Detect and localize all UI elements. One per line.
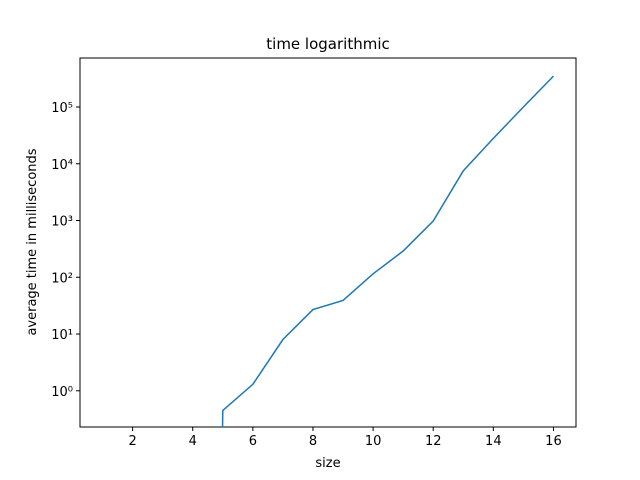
y-tick-label: 10⁵ bbox=[51, 101, 73, 116]
y-tick-label: 10² bbox=[51, 271, 73, 286]
x-tick-label: 8 bbox=[309, 434, 317, 449]
chart-title: time logarithmic bbox=[266, 35, 389, 53]
y-axis-label: average time in milliseconds bbox=[25, 148, 40, 335]
x-tick-label: 14 bbox=[485, 434, 502, 449]
x-tick-label: 16 bbox=[545, 434, 562, 449]
y-tick-label: 10³ bbox=[51, 215, 73, 230]
y-tick-label: 10¹ bbox=[51, 328, 73, 343]
x-axis-label: size bbox=[315, 456, 340, 471]
x-tick-label: 6 bbox=[249, 434, 257, 449]
x-tick-label: 2 bbox=[128, 434, 136, 449]
x-tick-label: 12 bbox=[425, 434, 442, 449]
line-series bbox=[221, 75, 554, 427]
x-tick-label: 10 bbox=[365, 434, 382, 449]
x-tick-label: 4 bbox=[189, 434, 197, 449]
y-tick-label: 10⁰ bbox=[51, 385, 73, 400]
y-tick-label: 10⁴ bbox=[51, 158, 73, 173]
plot-frame bbox=[79, 57, 577, 428]
